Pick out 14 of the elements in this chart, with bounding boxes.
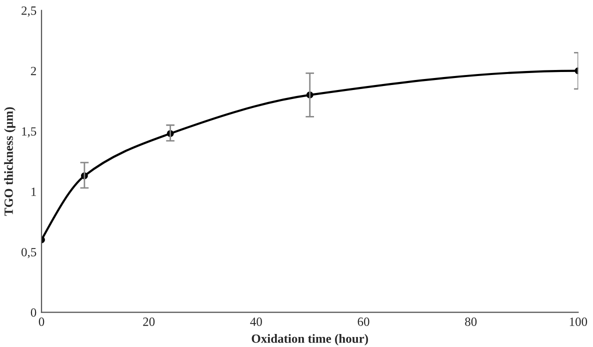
x-tick-label: 60 xyxy=(358,318,370,326)
x-tick-label: 0 xyxy=(38,318,44,326)
y-tick-label: 0,5 xyxy=(22,248,36,258)
y-tick-label: 0 xyxy=(30,308,36,317)
y-tick-label: 1 xyxy=(32,188,36,196)
y-tick-label: 2 xyxy=(30,66,36,76)
x-tick-label: 20 xyxy=(143,318,155,326)
x-tick-label: 40 xyxy=(250,318,262,326)
x-tick-label: 100 xyxy=(570,318,588,326)
y-tick-label: 2,5 xyxy=(22,6,36,17)
x-tick-label: 80 xyxy=(465,318,477,326)
y-tick-label: 1,5 xyxy=(22,127,36,138)
y-axis-title: TGO thickness (µm) xyxy=(4,107,16,216)
x-axis-title: Oxidation time (hour) xyxy=(252,334,368,346)
